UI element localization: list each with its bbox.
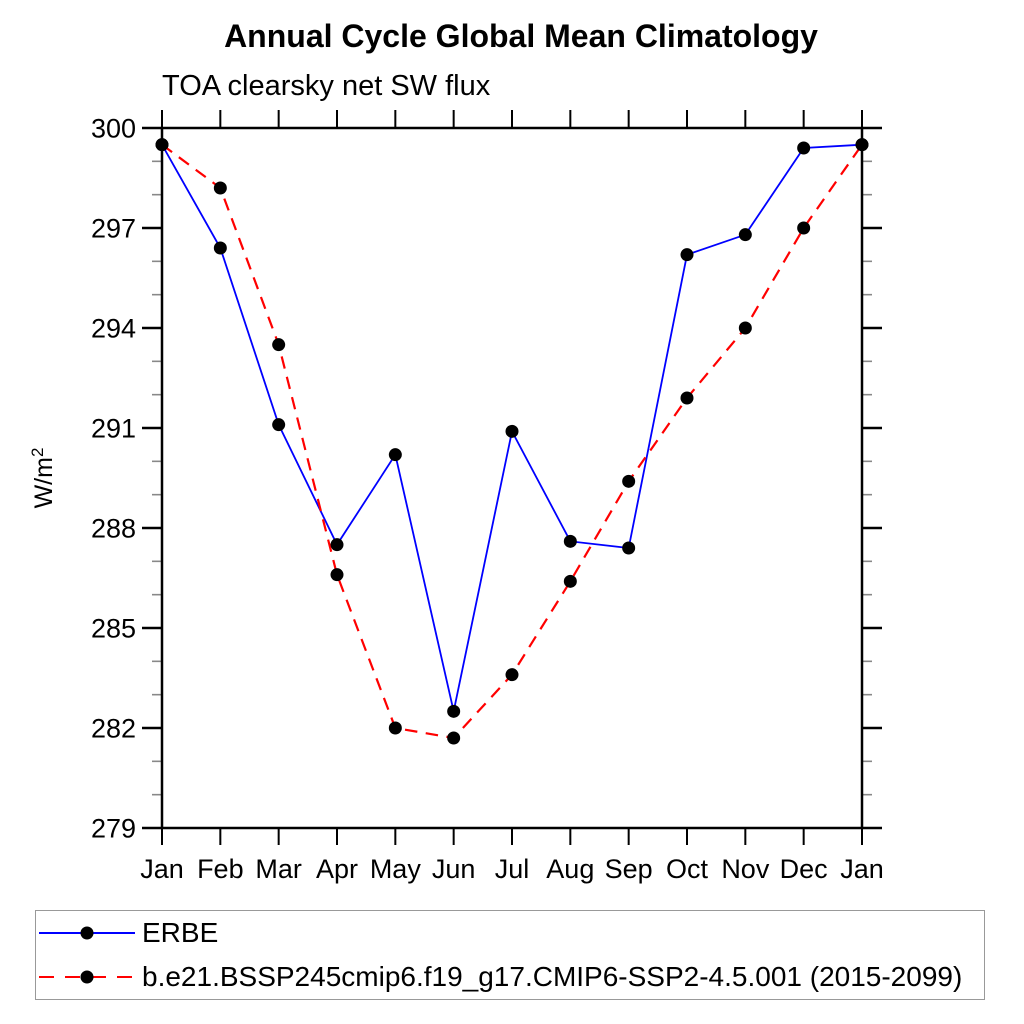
- chart-subtitle: TOA clearsky net SW flux: [162, 70, 491, 102]
- legend-solid-line-marker-icon: [39, 926, 135, 940]
- annual-cycle-chart: Annual Cycle Global Mean Climatology TOA…: [28, 18, 884, 884]
- data-point: [272, 338, 286, 352]
- data-point: [738, 321, 752, 335]
- data-point: [330, 568, 344, 582]
- data-point: [680, 248, 694, 262]
- x-tick-label: Aug: [546, 854, 594, 884]
- data-point: [213, 241, 227, 255]
- data-point: [797, 221, 811, 235]
- data-point: [563, 534, 577, 548]
- data-point: [272, 418, 286, 432]
- legend-label-erbe: ERBE: [142, 917, 219, 948]
- y-tick-label: 282: [91, 714, 136, 744]
- data-point: [797, 141, 811, 155]
- legend-label-model: b.e21.BSSP245cmip6.f19_g17.CMIP6-SSP2-4.…: [142, 961, 963, 992]
- data-point: [447, 731, 461, 745]
- axis-box: [160, 126, 864, 830]
- data-point: [855, 138, 869, 152]
- legend-item-erbe: ERBE: [36, 912, 984, 954]
- x-tick-label: Mar: [255, 854, 302, 884]
- data-point: [388, 448, 402, 462]
- series-line-1: [161, 143, 863, 740]
- y-tick-label: 300: [91, 114, 136, 144]
- y-tick-label: 288: [91, 514, 136, 544]
- data-point: [505, 424, 519, 438]
- data-point: [505, 668, 519, 682]
- y-tick-label: 291: [91, 414, 136, 444]
- data-point: [155, 138, 169, 152]
- x-tick-label: Feb: [197, 854, 244, 884]
- y-axis-label: W/m2: [28, 448, 58, 509]
- data-point: [330, 538, 344, 552]
- legend-item-model: b.e21.BSSP245cmip6.f19_g17.CMIP6-SSP2-4.…: [36, 956, 984, 998]
- data-point: [680, 391, 694, 405]
- data-point: [447, 704, 461, 718]
- y-axis-label-text: W/m: [30, 457, 58, 508]
- x-tick-label: Jun: [432, 854, 476, 884]
- legend: ERBE b.e21.BSSP245cmip6.f19_g17.CMIP6-SS…: [35, 910, 985, 1000]
- data-point: [388, 721, 402, 735]
- data-point: [213, 181, 227, 195]
- data-point: [738, 228, 752, 242]
- x-tick-label: Jul: [495, 854, 530, 884]
- y-tick-label: 279: [91, 814, 136, 844]
- x-tick-label: May: [370, 854, 422, 884]
- chart-title: Annual Cycle Global Mean Climatology: [224, 18, 818, 54]
- y-tick-label: 285: [91, 614, 136, 644]
- x-tick-label: Dec: [780, 854, 828, 884]
- x-tick-label: Nov: [721, 854, 770, 884]
- x-tick-label: Jan: [840, 854, 884, 884]
- data-point: [563, 574, 577, 588]
- x-tick-label: Sep: [605, 854, 653, 884]
- x-tick-label: Oct: [666, 854, 709, 884]
- x-tick-label: Jan: [140, 854, 184, 884]
- legend-dashed-line-marker-icon: [39, 970, 135, 984]
- y-tick-label: 294: [91, 314, 136, 344]
- plot-area: 279 282 285 288 291 294 297 300 Jan Feb Mar Apr May J…: [91, 110, 884, 884]
- data-point: [622, 541, 636, 555]
- y-axis-label-superscript: 2: [28, 448, 47, 457]
- x-tick-label: Apr: [316, 854, 358, 884]
- data-point: [622, 474, 636, 488]
- y-tick-label: 297: [91, 214, 136, 244]
